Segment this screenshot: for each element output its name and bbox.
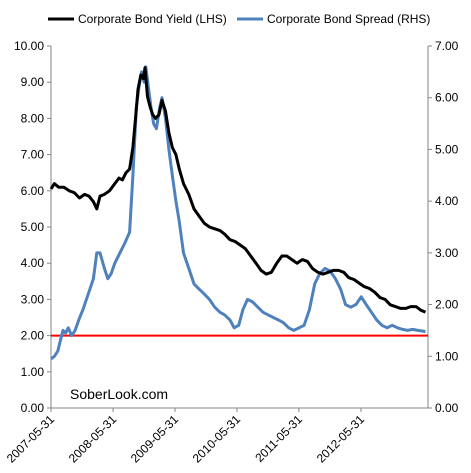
legend-label: Corporate Bond Spread (RHS) (267, 12, 430, 26)
right-tick-label: 3.00 (435, 246, 459, 260)
right-tick-label: 2.00 (435, 298, 459, 312)
spread-series-line (50, 65, 426, 361)
legend: Corporate Bond Yield (LHS) Corporate Bond… (48, 12, 430, 26)
left-tick-label: 8.00 (21, 111, 45, 125)
left-tick-label: 5.00 (21, 220, 45, 234)
left-tick-label: 3.00 (21, 292, 45, 306)
watermark: SoberLook.com (70, 386, 168, 402)
left-tick-label: 6.00 (21, 184, 45, 198)
yield-series-line (49, 66, 427, 314)
right-tick-label: 5.00 (435, 142, 459, 156)
left-tick-label: 10.00 (14, 39, 44, 53)
x-tick-label: 2011-05-31 (252, 412, 305, 465)
x-tick-label: 2008-05-31 (66, 412, 120, 466)
left-tick-label: 2.00 (21, 329, 45, 343)
left-tick-label: 0.00 (21, 401, 45, 415)
legend-label: Corporate Bond Yield (LHS) (78, 12, 227, 26)
x-tick-label: 2009-05-31 (128, 412, 182, 466)
x-tick-label: 2012-05-31 (314, 412, 368, 466)
right-tick-label: 6.00 (435, 91, 459, 105)
right-tick-label: 1.00 (435, 349, 459, 363)
right-tick-label: 7.00 (435, 39, 459, 53)
right-tick-label: 0.00 (435, 401, 459, 415)
left-tick-label: 4.00 (21, 256, 45, 270)
right-tick-label: 4.00 (435, 194, 459, 208)
x-tick-label: 2010-05-31 (190, 412, 244, 466)
left-tick-label: 7.00 (21, 148, 45, 162)
left-tick-label: 1.00 (21, 365, 45, 379)
left-tick-label: 9.00 (21, 75, 45, 89)
x-tick-label: 2007-05-31 (4, 412, 58, 466)
series-group (49, 65, 427, 361)
